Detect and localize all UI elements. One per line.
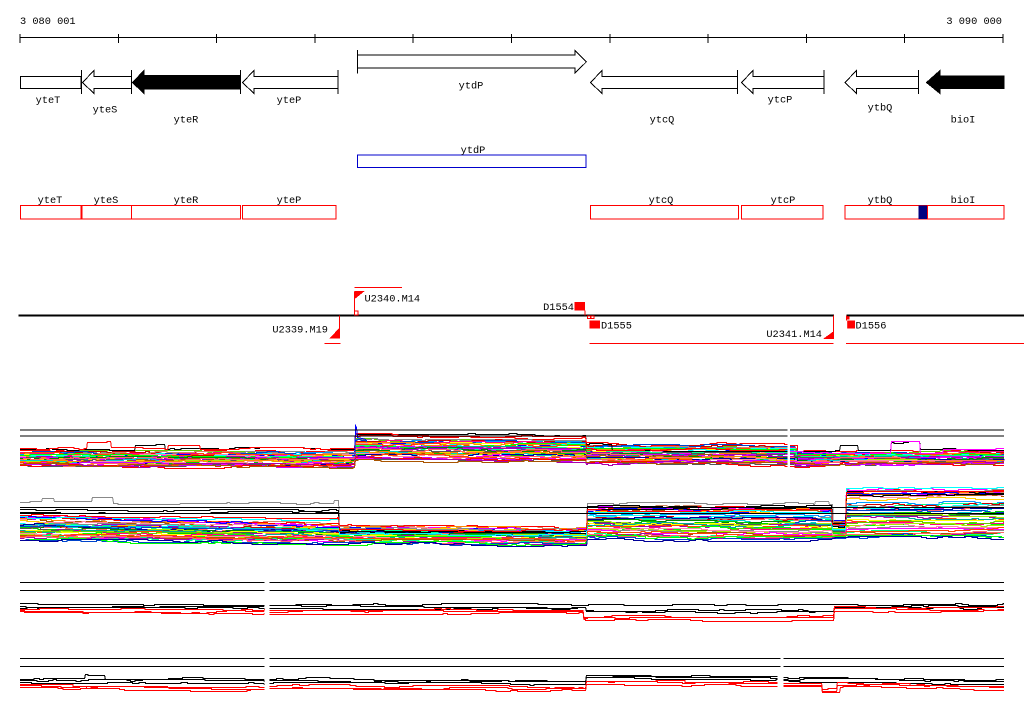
svg-text:bioI: bioI bbox=[951, 195, 976, 207]
svg-text:bioI: bioI bbox=[951, 115, 976, 127]
svg-text:ytdP: ytdP bbox=[459, 81, 484, 93]
svg-text:3 090 000: 3 090 000 bbox=[946, 16, 1002, 28]
svg-text:D1555: D1555 bbox=[601, 321, 632, 333]
svg-text:ytbQ: ytbQ bbox=[868, 103, 893, 115]
svg-text:ytcQ: ytcQ bbox=[650, 115, 675, 127]
svg-text:yteP: yteP bbox=[277, 95, 302, 107]
svg-text:yteS: yteS bbox=[94, 195, 119, 207]
svg-text:ytbQ: ytbQ bbox=[868, 195, 893, 207]
svg-text:yteR: yteR bbox=[174, 195, 199, 207]
svg-text:U2341.M14: U2341.M14 bbox=[766, 329, 822, 341]
svg-text:ytdP: ytdP bbox=[461, 145, 486, 157]
svg-text:ytcP: ytcP bbox=[771, 195, 796, 207]
svg-text:yteP: yteP bbox=[277, 195, 302, 207]
svg-text:yteT: yteT bbox=[38, 195, 63, 207]
svg-text:D1556: D1556 bbox=[856, 321, 887, 333]
svg-text:yteS: yteS bbox=[93, 105, 118, 117]
svg-text:3 080 001: 3 080 001 bbox=[20, 16, 76, 28]
svg-text:D1554: D1554 bbox=[543, 302, 574, 314]
svg-text:ytcP: ytcP bbox=[768, 95, 793, 107]
svg-text:ytcQ: ytcQ bbox=[649, 195, 674, 207]
svg-text:yteT: yteT bbox=[36, 95, 61, 107]
svg-text:yteR: yteR bbox=[174, 115, 199, 127]
svg-text:U2340.M14: U2340.M14 bbox=[365, 294, 421, 306]
svg-text:U2339.M19: U2339.M19 bbox=[272, 325, 328, 337]
